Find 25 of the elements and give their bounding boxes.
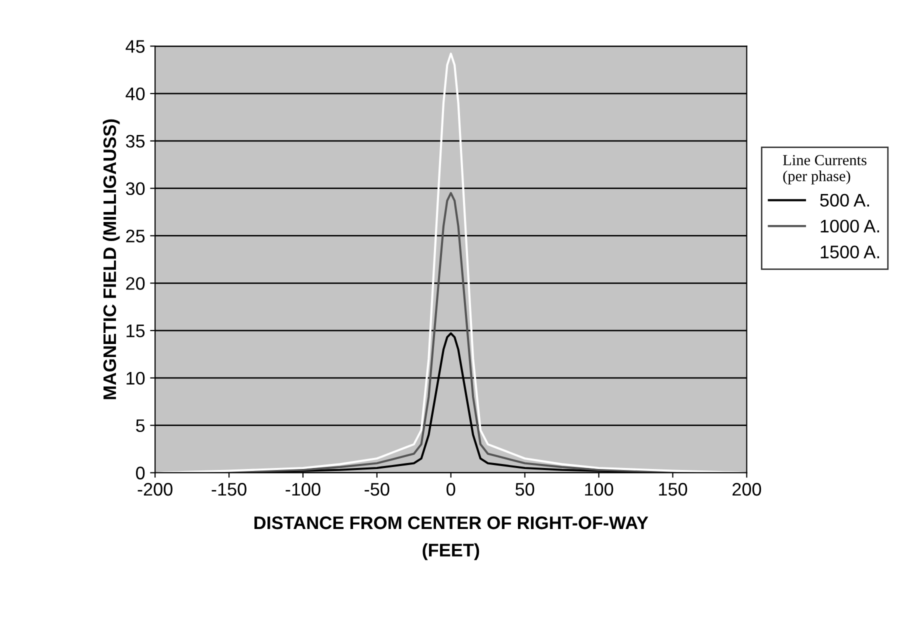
y-tick-label: 45 — [126, 40, 145, 53]
y-tick-label: 15 — [126, 324, 145, 338]
x-tick-label: 200 — [732, 482, 762, 496]
legend-title: Line Currents (per phase) — [782, 155, 866, 184]
y-tick-label: 25 — [126, 230, 145, 242]
x-tick-label: 150 — [659, 482, 688, 496]
y-tick-label: 30 — [126, 182, 145, 196]
y-tick-label: 5 — [136, 419, 145, 432]
y-tick-label: 35 — [126, 134, 145, 148]
x-tick-label: 100 — [585, 482, 614, 496]
x-tick-label: 50 — [516, 482, 534, 496]
x-tick-label: -100 — [286, 482, 320, 496]
x-tick-label: -150 — [212, 482, 246, 496]
legend-label: 1000 A. — [820, 220, 880, 233]
x-tick-label: 0 — [446, 482, 456, 496]
x-tick-label: -50 — [364, 482, 390, 496]
text: 1500 A. — [820, 246, 880, 258]
y-axis-title: MAGNETIC FIELD (MILLIGAUSS) — [102, 119, 120, 400]
y-tick-label: 20 — [126, 277, 145, 290]
y-tick-label: 10 — [126, 372, 145, 385]
x-axis-title: DISTANCE FROM CENTER OF RIGHT-OF-WAY (FEET) — [254, 516, 648, 560]
legend-label: 500 A. — [820, 194, 869, 207]
x-tick-label: -200 — [138, 482, 172, 496]
y-tick-label: 0 — [136, 466, 145, 480]
y-tick-label: 40 — [126, 87, 145, 100]
